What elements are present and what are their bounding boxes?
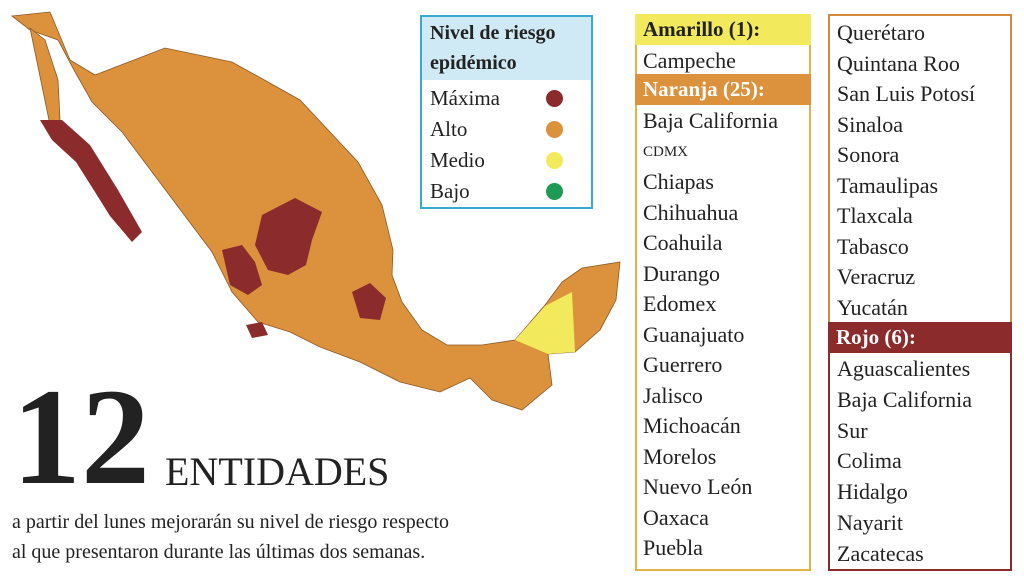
legend-label: Medio [430,148,485,172]
state: Tamaulipas [837,172,939,198]
map-jalisco [222,245,262,295]
state: Sinaloa [837,111,903,137]
map-campeche [515,292,575,354]
state: Zacatecas [837,541,924,566]
group-title: Naranja (25): [635,74,811,105]
headline-word: ENTIDADES [165,449,390,494]
state: Sonora [837,142,900,167]
state: Guanajuato [643,321,745,347]
map-bcs [40,120,142,242]
state: Chihuahua [643,199,739,225]
state: Yucatán [837,294,908,320]
state: Nuevo León [643,474,753,499]
state: Campeche [643,48,736,73]
state: Veracruz [837,264,916,289]
state: Coahuila [643,230,723,255]
state: Baja California [643,108,779,133]
state: Puebla [643,535,703,560]
legend-title: Nivel de riesgo epidémico [422,17,591,80]
state: Colima [837,448,902,473]
legend-swatch [546,152,563,169]
map [10,11,621,411]
state: Aguascalientes [837,356,971,381]
legend-swatch [546,121,563,138]
state: Chiapas [643,169,714,194]
state: San Luis Potosí [837,81,976,106]
state: Nayarit [837,510,903,535]
state: Quintana Roo [837,50,960,76]
legend-label: Bajo [430,179,470,203]
state: Edomex [643,291,717,316]
state: Tabasco [837,233,909,259]
map-colima [246,322,268,338]
state: Tlaxcala [837,203,913,228]
state: Jalisco [643,382,703,408]
state: Morelos [643,443,717,469]
group-title: Rojo (6): [828,322,1012,353]
legend-label: Máxima [430,86,500,110]
state: Durango [643,260,720,286]
state: Michoacán [643,413,741,438]
map-peninsula [29,26,61,126]
legend-label: Alto [430,117,468,141]
state: Guerrero [643,352,723,377]
state: Hidalgo [837,479,908,504]
headline-number: 12 [12,360,150,513]
map-zacatecas [255,198,322,275]
legend-swatch [546,183,563,200]
group-title: Amarillo (1): [635,14,811,45]
description-line: al que presentaron durante las últimas d… [12,541,426,563]
state: Baja California Sur [837,387,973,443]
state: CDMX [643,143,689,160]
legend: Nivel de riesgo epidémico Máxima Alto Medi… [420,15,593,209]
map-hidalgo [352,283,386,320]
state: Querétaro [837,20,925,45]
state: Oaxaca [643,504,709,530]
description-line: a partir del lunes mejorarán su nivel de… [12,511,450,533]
legend-swatch [546,90,563,107]
